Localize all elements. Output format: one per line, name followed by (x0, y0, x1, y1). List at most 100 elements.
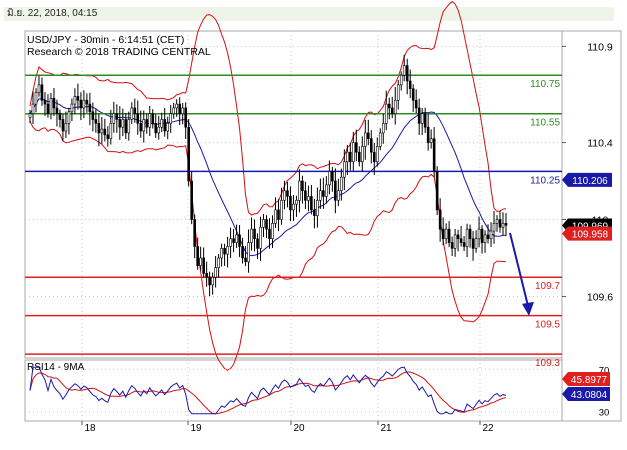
candle-body (426, 126, 430, 143)
candle-body (474, 238, 478, 249)
candle-body (483, 234, 487, 243)
forecast-arrow-head (522, 301, 534, 316)
candle-body (280, 199, 283, 220)
price-tag: 110.206 (562, 172, 612, 187)
candle-body (229, 238, 232, 247)
candle-body (37, 84, 41, 93)
candle-body (307, 196, 310, 201)
x-tick-label: 20 (293, 423, 305, 434)
candle-body (477, 228, 481, 240)
candle-body (232, 238, 235, 243)
candle-body (420, 113, 424, 124)
candle-body (187, 126, 190, 182)
candle-body (181, 107, 184, 115)
y-tick-label: 110.4 (587, 138, 613, 150)
level-label: 109.7 (535, 281, 560, 292)
rsi-tag: 43.0804 (562, 387, 610, 401)
chart-subtitle: Research © 2018 TRADING CENTRAL (27, 46, 211, 58)
candle-body (112, 113, 116, 124)
candle-body (46, 103, 50, 115)
candle-body (196, 246, 199, 266)
candle-body (130, 107, 134, 120)
candle-body (244, 257, 247, 263)
candle-body (316, 199, 319, 216)
candle-body (109, 123, 113, 140)
candle-body (289, 196, 292, 211)
candle-body (79, 99, 83, 109)
candle-body (277, 209, 280, 220)
candle-body (256, 238, 259, 249)
candle-body (322, 190, 325, 197)
candle-body (462, 242, 466, 247)
candle-body (199, 257, 202, 266)
rsi-tick-label: 30 (599, 408, 610, 419)
candle-body (184, 107, 187, 128)
candle-body (378, 132, 382, 147)
price-tag: 109.958 (562, 226, 612, 241)
rsi-tag: 45.8977 (562, 372, 610, 386)
candle-body (447, 228, 451, 243)
candle-body (441, 228, 445, 240)
candle-body (163, 119, 167, 132)
candle-body (139, 123, 143, 132)
candle-body (154, 123, 158, 134)
candle-body (58, 113, 62, 120)
candle-body (175, 103, 178, 109)
price-tag-label: 110.206 (572, 176, 608, 187)
x-tick-label: 18 (84, 423, 96, 434)
candle-body (310, 196, 313, 211)
candle-body (70, 103, 74, 113)
candle-body (480, 228, 484, 243)
candle-body (361, 146, 364, 163)
candle-body (268, 228, 271, 240)
price-panel (24, 30, 563, 359)
candle-body (396, 84, 400, 101)
candle-body (340, 176, 343, 191)
candle-body (468, 228, 472, 240)
candle-body (193, 219, 196, 247)
candle-body (106, 134, 110, 140)
candle-body (283, 190, 286, 201)
candle-body (28, 113, 32, 118)
candle-body (118, 119, 122, 128)
candle-body (190, 180, 193, 220)
rsi-title: RSI14 - 9MA (27, 362, 85, 373)
candle-body (127, 119, 131, 134)
candle-body (208, 276, 211, 286)
candle-body (169, 113, 173, 124)
candle-body (435, 171, 439, 211)
candle-body (432, 138, 436, 172)
level-label: 110.55 (530, 118, 560, 129)
candle-body (337, 190, 340, 201)
level-label: 109.5 (535, 320, 560, 331)
candle-body (405, 65, 409, 82)
candle-body (97, 123, 101, 134)
rsi-tag-label: 43.0804 (571, 390, 608, 401)
forecast-arrow (509, 232, 529, 307)
candle-body (52, 98, 56, 109)
rsi-tick-label: 70 (599, 365, 610, 376)
y-tick-label: 109.6 (587, 291, 613, 303)
candle-body (100, 128, 104, 134)
y-tick-label: 110.9 (587, 41, 613, 53)
candle-body (133, 107, 137, 115)
candle-body (274, 209, 277, 224)
candle-body (94, 119, 98, 124)
candle-body (124, 119, 128, 134)
candle-body (465, 228, 469, 247)
date-bar: มิ.ย. 22, 2018, 04:15 (0, 0, 627, 24)
candle-body (355, 142, 358, 153)
candle-body (313, 209, 316, 216)
candle-body (151, 113, 155, 124)
candle-body (438, 209, 442, 230)
candle-body (76, 96, 80, 101)
candle-body (492, 223, 496, 232)
candle-body (325, 184, 328, 197)
x-tick-label: 22 (482, 423, 494, 434)
candle-body (223, 248, 226, 255)
candle-body (226, 246, 229, 255)
level-label: 109.3 (535, 358, 560, 369)
candle-body (238, 234, 241, 247)
candle-body (387, 103, 391, 109)
